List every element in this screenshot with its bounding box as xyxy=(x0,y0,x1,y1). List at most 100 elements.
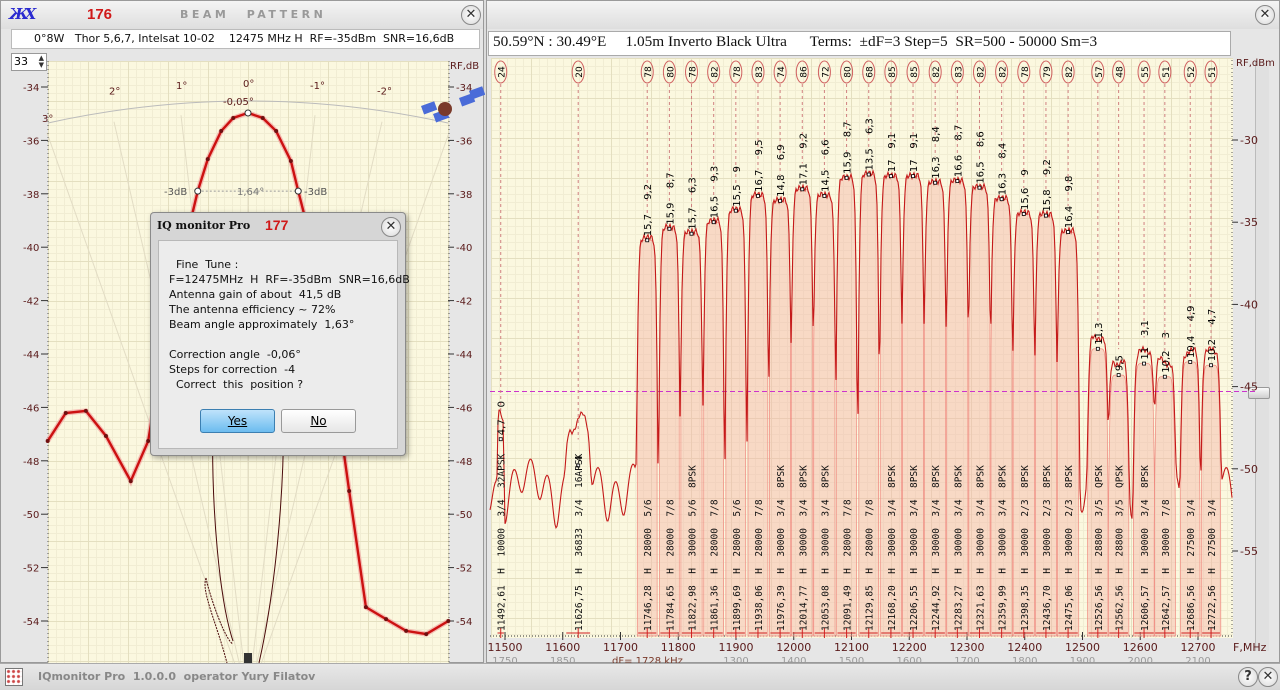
beam-curve xyxy=(46,111,449,636)
beam-point xyxy=(231,115,236,120)
beam-point xyxy=(103,433,108,438)
y-tick-label-right: -44 xyxy=(456,350,472,361)
y-tick-label-right: -42 xyxy=(456,297,472,308)
message-line: Antenna gain of about 41,5 dB xyxy=(169,288,342,301)
beam-point xyxy=(63,411,68,416)
y-tick-label-right: -46 xyxy=(456,403,472,414)
status-bar: IQmonitor Pro 1.0.0.0 operator Yury Fila… xyxy=(0,663,1280,690)
peak-marker xyxy=(244,109,252,117)
spectrum-titlebar[interactable]: ✕ xyxy=(487,1,1279,29)
y-tick-label-left: -38 xyxy=(23,190,39,201)
y-tick-label-right: -54 xyxy=(456,617,472,628)
spectrum-window: ✕ 50.59°N : 30.49°E 1.05m Inverto Black … xyxy=(486,0,1280,663)
minus3db-label: -3dB xyxy=(304,187,327,198)
antenna-marker-icon xyxy=(244,653,252,663)
message-line: F=12475MHz H RF=-35dBm SNR=16,6dB xyxy=(169,273,410,286)
beam-point xyxy=(404,628,409,633)
zoom-value: 33 xyxy=(14,55,28,68)
close-button[interactable]: ✕ xyxy=(461,5,481,25)
beam-point xyxy=(446,619,451,623)
y-tick-label-left: -42 xyxy=(23,297,39,308)
y-tick-label-right: -34 xyxy=(456,83,472,94)
minus3db-marker xyxy=(294,187,302,195)
beam-point xyxy=(288,158,293,163)
help-button[interactable]: ? xyxy=(1238,667,1258,687)
status-text: IQmonitor Pro 1.0.0.0 operator Yury Fila… xyxy=(38,670,316,683)
minus3db-marker xyxy=(194,187,202,195)
beam-point xyxy=(219,129,224,134)
message-line: Correction angle -0,06° xyxy=(169,348,301,361)
angle-tick-label: 3° xyxy=(42,114,53,125)
angle-tick-label: -1° xyxy=(310,81,325,92)
spin-arrows-icon[interactable]: ▲ ▼ xyxy=(38,54,44,69)
message-line: Steps for correction -4 xyxy=(169,363,296,376)
message-line: Fine Tune : xyxy=(169,258,239,271)
beam-point xyxy=(45,439,50,444)
solar-panel xyxy=(469,86,485,100)
angle-tick-label: -2° xyxy=(377,87,392,98)
angle-tick-label: 0° xyxy=(243,79,254,90)
exit-button[interactable]: ✕ xyxy=(1258,667,1278,687)
beam-point xyxy=(260,115,265,120)
y-tick-label-right: -48 xyxy=(456,457,472,468)
beam-pattern-titlebar[interactable]: ЖX 176 BEAM PATTERN ✕ xyxy=(1,1,483,29)
beam-point xyxy=(384,617,389,622)
y-tick-label-left: -46 xyxy=(23,403,39,414)
info-text: 0°8W Thor 5,6,7, Intelsat 10-02 12475 MH… xyxy=(34,32,455,45)
yes-button[interactable]: Yes xyxy=(200,409,275,433)
measured-contour xyxy=(204,577,234,663)
message-line: The antenna efficiency ~ 72% xyxy=(169,303,336,316)
angle-guide-line xyxy=(46,132,236,663)
beam-point xyxy=(83,408,88,413)
vertical-scrollbar[interactable] xyxy=(1248,61,1270,651)
y-tick-label-left: -48 xyxy=(23,457,39,468)
y-tick-label-left: -36 xyxy=(23,136,39,147)
app-logo-icon: ЖX xyxy=(9,5,36,23)
no-button[interactable]: No xyxy=(281,409,356,433)
angle-tick-label: 2° xyxy=(109,87,120,98)
beamwidth-label: 1,64° xyxy=(237,187,264,198)
angle-tick-label: 1° xyxy=(176,81,187,92)
beam-point xyxy=(205,157,210,162)
y-tick-label-right: -36 xyxy=(456,136,472,147)
y-tick-label-right: -38 xyxy=(456,190,472,201)
spectrum-plot-area xyxy=(491,58,1233,638)
beam-point xyxy=(424,632,429,637)
beam-point xyxy=(128,479,133,484)
y-tick-label-left: -34 xyxy=(23,83,39,94)
close-button[interactable]: ✕ xyxy=(1255,5,1275,25)
beam-point xyxy=(274,129,279,134)
beam-point xyxy=(363,605,368,610)
app-icon xyxy=(5,668,23,686)
fine-tune-dialog: IQ monitor Pro 177 ✕ Fine Tune : F=12475… xyxy=(150,212,410,456)
y-tick-label-left: -50 xyxy=(23,510,39,521)
y-tick-label-left: -44 xyxy=(23,350,39,361)
message-line: Correct this position ? xyxy=(169,378,304,391)
zoom-spinbox[interactable]: 33 ▲ ▼ xyxy=(11,53,47,71)
solar-panel xyxy=(421,101,438,115)
spectrum-header: 50.59°N : 30.49°E 1.05m Inverto Black Ul… xyxy=(488,31,1231,56)
y-tick-label-left: -52 xyxy=(23,564,39,575)
level-slider-thumb[interactable] xyxy=(1248,387,1270,399)
y-tick-label-right: -52 xyxy=(456,564,472,575)
header-text: 50.59°N : 30.49°E 1.05m Inverto Black Ul… xyxy=(493,34,1098,50)
beam-point xyxy=(146,439,151,444)
message-line: Beam angle approximately 1,63° xyxy=(169,318,355,331)
beam-point xyxy=(347,488,352,493)
satellite-icon xyxy=(421,86,485,123)
minus3db-label: -3dB xyxy=(164,187,187,198)
y-tick-label-left: -40 xyxy=(23,243,39,254)
window-title: BEAM PATTERN xyxy=(180,8,327,21)
window-number: 176 xyxy=(87,6,113,23)
peak-angle-label: -0,05° xyxy=(223,97,254,108)
y-tick-label-left: -54 xyxy=(23,617,39,628)
info-line: 0°8W Thor 5,6,7, Intelsat 10-02 12475 MH… xyxy=(11,29,480,49)
y-tick-label-right: -50 xyxy=(456,510,472,521)
message-line xyxy=(169,332,397,347)
y-tick-label-right: -40 xyxy=(456,243,472,254)
dialog-close-button[interactable]: ✕ xyxy=(381,217,401,237)
axis-unit-label: RF,dB xyxy=(450,61,479,72)
dialog-title: IQ monitor Pro xyxy=(157,219,251,232)
dialog-number: 177 xyxy=(265,217,289,233)
dialog-message: Fine Tune : F=12475MHz H RF=-35dBm SNR=1… xyxy=(158,240,410,449)
